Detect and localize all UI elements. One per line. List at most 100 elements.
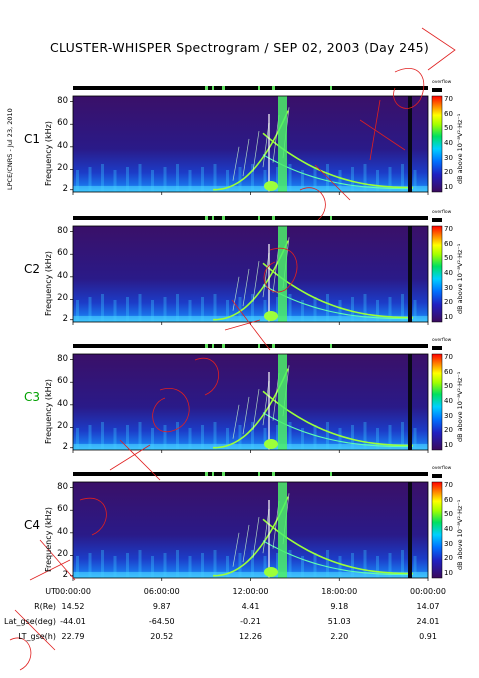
noise-streak — [163, 425, 167, 450]
colorbar-tick: 50 — [444, 510, 453, 519]
y-axis-label: Frequency (kHz) — [44, 379, 53, 444]
noise-streak — [313, 425, 317, 450]
harmonic-line — [232, 532, 240, 567]
emission-line — [268, 244, 270, 322]
noise-streak — [301, 428, 304, 450]
data-gap — [408, 482, 412, 578]
noise-streak — [301, 170, 304, 192]
noise-streak — [76, 170, 79, 192]
orbit-value: -44.01 — [60, 617, 86, 626]
perigee-band — [278, 482, 287, 578]
noise-streak — [376, 428, 379, 450]
noise-streak — [276, 553, 279, 578]
perigee-blob — [264, 439, 278, 449]
noise-streak — [201, 425, 204, 450]
noise-streak — [113, 428, 117, 450]
noise-streak — [213, 550, 217, 578]
orbit-value: 00:00:00 — [410, 587, 446, 596]
colorbar-tick: 30 — [444, 411, 453, 420]
y-tick-label: 40 — [57, 270, 68, 281]
overflow-label: overflow — [432, 338, 452, 343]
noise-streak — [238, 425, 242, 450]
orbit-value: 0.91 — [419, 632, 437, 641]
noise-streak — [363, 422, 367, 450]
noise-streak — [326, 422, 329, 450]
orbit-value: -0.21 — [240, 617, 261, 626]
status-mark — [222, 86, 225, 90]
y-tick-label: 2 — [62, 313, 68, 324]
harmonic-line — [252, 388, 260, 430]
y-axis-label: Frequency (kHz) — [44, 251, 53, 316]
noise-streak — [201, 297, 204, 322]
noise-streak — [288, 164, 292, 192]
colorbar-tick: 10 — [444, 313, 453, 321]
rising-emission — [213, 240, 289, 321]
noise-streak — [326, 550, 329, 578]
status-bar — [73, 472, 428, 476]
rising-emission — [213, 110, 289, 191]
noise-streak — [288, 550, 292, 578]
noise-streak — [113, 170, 117, 192]
harmonic-line — [242, 396, 250, 435]
y-tick-label: 80 — [57, 95, 68, 106]
data-gap — [408, 226, 412, 322]
perigee-band — [278, 226, 287, 322]
rising-emission — [213, 368, 289, 449]
overflow-box — [432, 218, 442, 222]
status-mark — [330, 344, 332, 348]
y-tick-label: 80 — [57, 225, 68, 236]
noise-streak — [376, 170, 379, 192]
status-mark — [222, 216, 225, 220]
noise-streak — [101, 422, 104, 450]
spectrogram-area — [73, 354, 428, 450]
noise-streak — [338, 428, 342, 450]
figure-title: CLUSTER-WHISPER Spectrogram / SEP 02, 20… — [49, 40, 430, 55]
status-mark — [222, 472, 225, 476]
status-mark — [212, 216, 214, 220]
noise-streak — [301, 556, 304, 578]
status-mark — [212, 344, 214, 348]
low-freq-band — [73, 572, 428, 578]
noise-streak — [288, 294, 292, 322]
noise-streak — [413, 170, 417, 192]
colorbar — [431, 353, 443, 451]
colorbar-tick: 20 — [444, 168, 453, 177]
colorbar-tick: 50 — [444, 254, 453, 263]
falling-harmonic — [262, 540, 413, 576]
status-bar — [73, 344, 428, 348]
overflow-box — [432, 474, 442, 478]
y-tick-label: 40 — [57, 398, 68, 409]
noise-streak — [401, 164, 404, 192]
colorbar-tick: 60 — [444, 367, 453, 376]
colorbar-tick: 30 — [444, 283, 453, 292]
y-axis-label: Frequency (kHz) — [44, 507, 53, 572]
noise-streak — [388, 425, 392, 450]
noise-streak — [251, 164, 254, 192]
low-freq-band — [73, 316, 428, 322]
noise-streak — [263, 556, 267, 578]
harmonic-line — [242, 524, 250, 563]
status-mark — [212, 472, 214, 476]
noise-streak — [126, 425, 129, 450]
noise-streak — [363, 164, 367, 192]
colorbar — [431, 225, 443, 323]
status-mark — [272, 472, 275, 476]
colorbar — [431, 481, 443, 579]
noise-streak — [213, 164, 217, 192]
colorbar-tick: 20 — [444, 554, 453, 563]
falling-harmonic — [262, 154, 413, 190]
status-mark — [205, 86, 208, 90]
noise-streak — [176, 294, 179, 322]
colorbar-tick: 10 — [444, 183, 453, 191]
orbit-value: 4.41 — [241, 602, 260, 611]
noise-streak — [263, 428, 267, 450]
colorbar-tick: 70 — [444, 95, 453, 103]
perigee-blob — [264, 567, 278, 577]
harmonic-line — [242, 268, 250, 307]
noise-streak — [313, 297, 317, 322]
colorbar-tick: 10 — [444, 441, 453, 449]
colorbar-tick: 30 — [444, 539, 453, 548]
orbit-value: 06:00:00 — [143, 587, 180, 596]
noise-streak — [401, 422, 404, 450]
noise-streak — [126, 297, 129, 322]
